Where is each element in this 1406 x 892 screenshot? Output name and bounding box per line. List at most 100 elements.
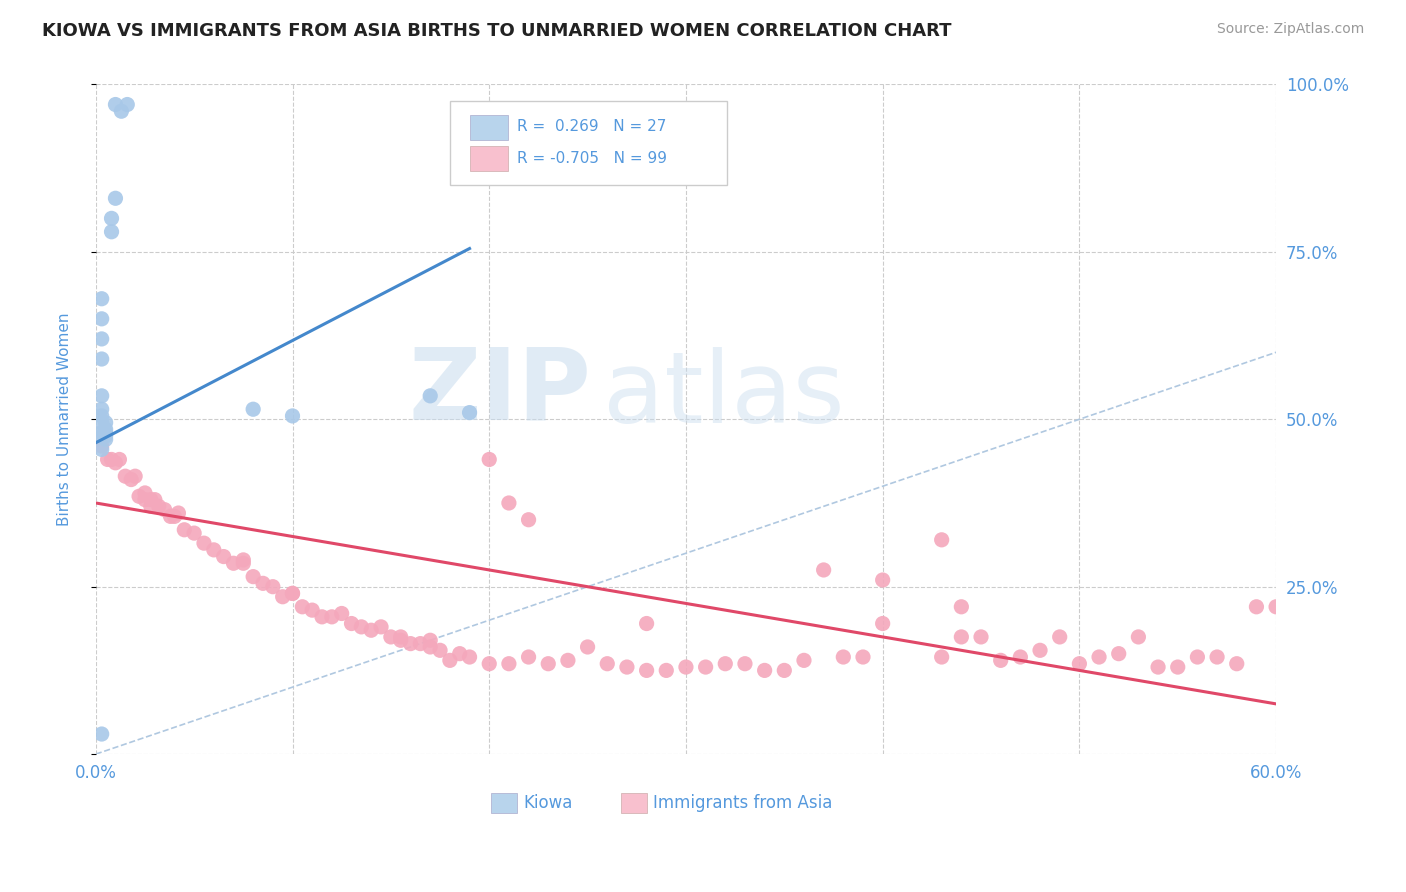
Point	[97, 452, 120, 467]
Point	[714, 657, 737, 671]
Point	[110, 104, 132, 119]
Text: Kiowa: Kiowa	[523, 794, 572, 812]
Point	[94, 429, 117, 443]
Point	[90, 439, 112, 453]
Point	[675, 660, 697, 674]
Text: R =  0.269   N = 27: R = 0.269 N = 27	[517, 120, 666, 134]
Point	[114, 469, 136, 483]
Text: R = -0.705   N = 99: R = -0.705 N = 99	[517, 151, 668, 166]
FancyBboxPatch shape	[450, 101, 727, 185]
Point	[90, 429, 112, 443]
Point	[108, 452, 131, 467]
Point	[311, 610, 333, 624]
Point	[419, 389, 441, 403]
Point	[931, 650, 953, 665]
Point	[734, 657, 756, 671]
Point	[212, 549, 235, 564]
Point	[360, 624, 382, 638]
Point	[1265, 599, 1288, 614]
Text: Source: ZipAtlas.com: Source: ZipAtlas.com	[1216, 22, 1364, 37]
Point	[281, 586, 304, 600]
Point	[350, 620, 373, 634]
Y-axis label: Births to Unmarried Women: Births to Unmarried Women	[58, 312, 72, 526]
Text: atlas: atlas	[603, 347, 845, 444]
Point	[793, 653, 815, 667]
Point	[163, 509, 186, 524]
Point	[242, 402, 264, 417]
Point	[1128, 630, 1150, 644]
Point	[100, 452, 122, 467]
Point	[153, 502, 176, 516]
Point	[340, 616, 363, 631]
Point	[124, 469, 146, 483]
Point	[389, 630, 412, 644]
Point	[222, 556, 245, 570]
Point	[419, 640, 441, 654]
Text: ZIP: ZIP	[409, 344, 592, 441]
Point	[90, 442, 112, 457]
Point	[94, 425, 117, 440]
Point	[596, 657, 619, 671]
Text: KIOWA VS IMMIGRANTS FROM ASIA BIRTHS TO UNMARRIED WOMEN CORRELATION CHART: KIOWA VS IMMIGRANTS FROM ASIA BIRTHS TO …	[42, 22, 952, 40]
Point	[143, 492, 166, 507]
Point	[557, 653, 579, 667]
Point	[100, 225, 122, 239]
Point	[139, 492, 162, 507]
Point	[852, 650, 875, 665]
Point	[330, 607, 353, 621]
Point	[90, 389, 112, 403]
Point	[409, 637, 432, 651]
Text: Immigrants from Asia: Immigrants from Asia	[652, 794, 832, 812]
Point	[202, 542, 225, 557]
Point	[380, 630, 402, 644]
Point	[1147, 660, 1170, 674]
Point	[1226, 657, 1249, 671]
Point	[616, 660, 638, 674]
Point	[931, 533, 953, 547]
Point	[90, 416, 112, 430]
Point	[281, 586, 304, 600]
Point	[872, 573, 894, 587]
Point	[242, 569, 264, 583]
Point	[193, 536, 215, 550]
Point	[429, 643, 451, 657]
Point	[94, 416, 117, 430]
Point	[537, 657, 560, 671]
Point	[478, 657, 501, 671]
Point	[458, 650, 481, 665]
Point	[104, 191, 127, 205]
Point	[173, 523, 195, 537]
Bar	[621, 793, 647, 813]
Point	[262, 580, 284, 594]
Point	[1108, 647, 1130, 661]
Point	[139, 500, 162, 514]
Point	[134, 492, 156, 507]
Point	[773, 664, 796, 678]
Point	[232, 556, 254, 570]
Point	[148, 500, 170, 514]
Point	[90, 727, 112, 741]
Point	[813, 563, 835, 577]
Point	[90, 351, 112, 366]
Point	[389, 633, 412, 648]
Bar	[491, 793, 517, 813]
Point	[321, 610, 343, 624]
Point	[301, 603, 323, 617]
Point	[128, 489, 150, 503]
Point	[370, 620, 392, 634]
Point	[252, 576, 274, 591]
Point	[950, 630, 973, 644]
Point	[291, 599, 314, 614]
Point	[1246, 599, 1268, 614]
Point	[104, 456, 127, 470]
Point	[872, 616, 894, 631]
Point	[90, 425, 112, 440]
Point	[970, 630, 993, 644]
Point	[159, 509, 181, 524]
Point	[1088, 650, 1111, 665]
Point	[232, 553, 254, 567]
Point	[1069, 657, 1091, 671]
Point	[167, 506, 190, 520]
Point	[104, 97, 127, 112]
Point	[832, 650, 855, 665]
